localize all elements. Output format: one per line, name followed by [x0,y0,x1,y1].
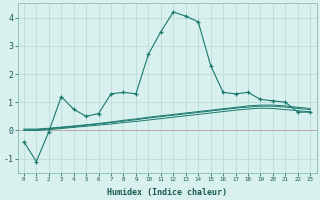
X-axis label: Humidex (Indice chaleur): Humidex (Indice chaleur) [107,188,227,197]
